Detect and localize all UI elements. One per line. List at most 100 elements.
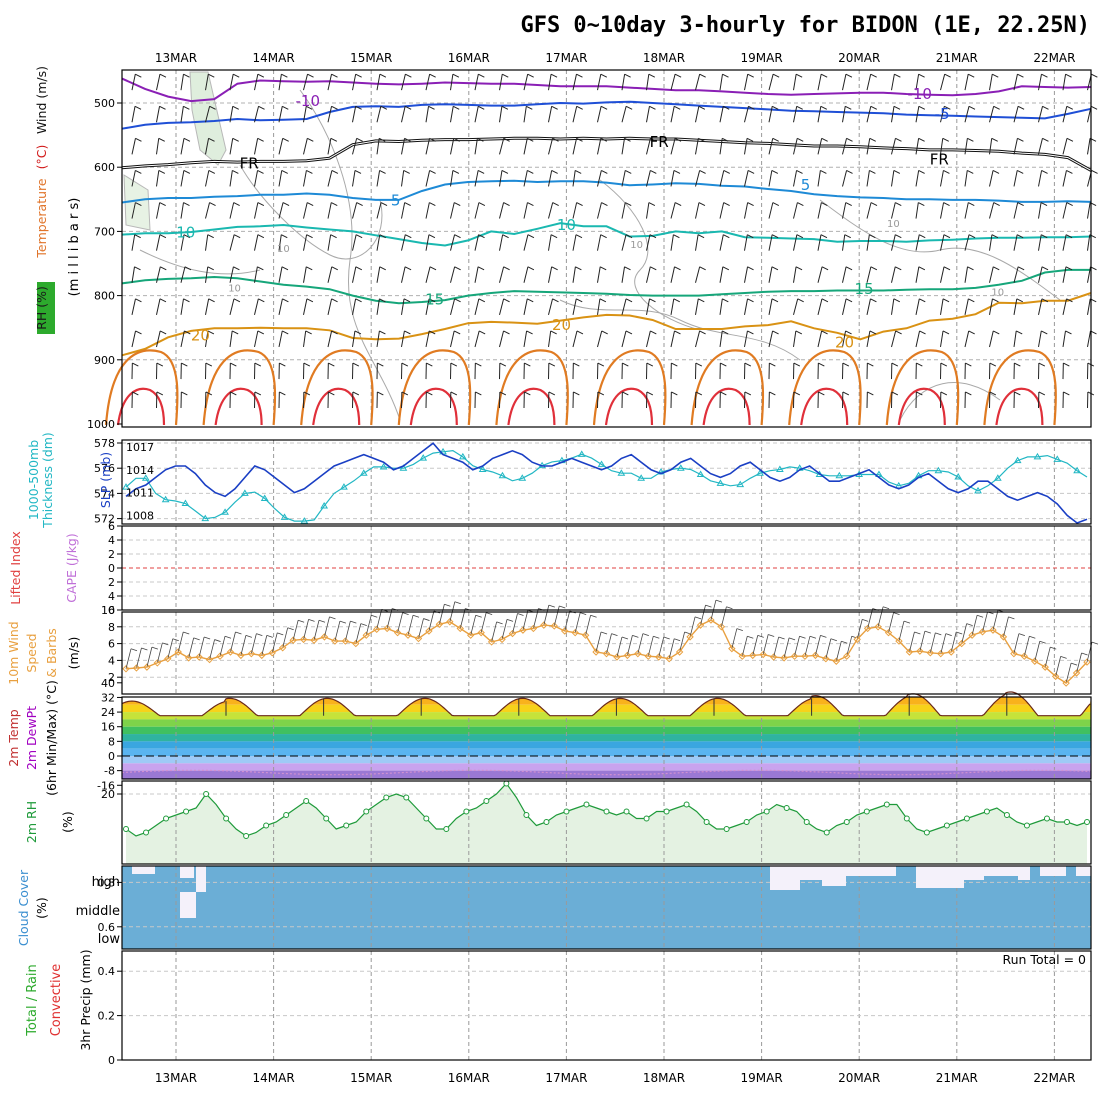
rh-point — [1023, 822, 1030, 829]
isotherm-25 — [885, 349, 960, 426]
wind-barb — [548, 234, 552, 251]
wind-barb — [376, 234, 381, 251]
cloud-gap — [196, 866, 206, 892]
panel-frame-temp2m — [121, 696, 1092, 780]
wind-barb — [842, 266, 847, 283]
wind-barb — [450, 298, 456, 315]
wind-barb-flag — [918, 73, 925, 78]
wind-tick-label: 10 — [101, 604, 115, 617]
wind-barb — [499, 266, 505, 283]
wind-barb — [303, 619, 309, 640]
wind-barb — [474, 298, 480, 315]
wind-barb — [499, 330, 505, 348]
wind-barb-flag — [1016, 234, 1024, 239]
wind-barb — [327, 234, 332, 251]
wind-barb-flag — [454, 298, 461, 303]
wind-barb-flag — [820, 234, 828, 239]
wind-barb — [572, 298, 577, 315]
wind-barb-flag — [181, 362, 188, 367]
wind-barb — [961, 623, 968, 644]
wind-barb — [523, 266, 529, 283]
wind-barb — [695, 266, 701, 283]
wind-barb — [866, 234, 870, 251]
wind-barb-flag — [160, 266, 167, 271]
wind-barb — [744, 74, 749, 91]
wind-barb-flag — [943, 202, 950, 207]
wind-barb-flag — [183, 234, 191, 239]
wind-barb — [198, 636, 205, 658]
wind-barb-flag — [916, 391, 923, 396]
wind-barb — [146, 647, 153, 668]
wind-barb — [229, 138, 234, 155]
wind-barb-flag — [671, 362, 678, 367]
wind-barb — [250, 633, 257, 654]
wind-barb — [548, 74, 552, 91]
wind-barb-flag — [769, 362, 776, 367]
wind-barb — [401, 266, 406, 283]
wind-barb-flag — [181, 391, 188, 396]
wind-barb — [376, 202, 382, 219]
wind-barb — [229, 330, 233, 348]
wind-barb — [292, 620, 299, 641]
wind-barb-flag — [184, 266, 192, 271]
wind-barb-flag — [747, 330, 754, 335]
wind-barb-flag — [845, 266, 853, 271]
wind-barb — [744, 234, 748, 251]
wind-barb-flag — [993, 266, 1000, 271]
wind-barb-flag — [1041, 73, 1048, 78]
ylabel-slp: SLP (mb) — [98, 452, 113, 508]
thickness-marker — [280, 513, 289, 520]
wind-barb — [303, 106, 307, 123]
wind-barb — [1038, 298, 1043, 315]
panel-frame-rh2m — [121, 780, 1092, 865]
wind-barb-flag — [757, 634, 764, 638]
wind-barb-flag — [809, 635, 817, 639]
pressure-tick-label: 1000 — [87, 418, 115, 431]
wind-barb — [992, 610, 999, 631]
wind-barb — [646, 202, 650, 219]
wind-barb-flag — [821, 137, 828, 142]
wind-barb — [866, 138, 871, 155]
cloud-gap — [1018, 866, 1030, 880]
wind-barb-flag — [1060, 655, 1067, 659]
wind-barb — [842, 330, 847, 348]
cloud-gap — [770, 866, 800, 890]
temp-tick-label: -16 — [97, 779, 115, 792]
pressure-tick-label: 700 — [94, 225, 115, 238]
wind-barb-flag — [893, 298, 901, 303]
wind-barb — [597, 234, 602, 251]
contour-label: -10 — [907, 85, 932, 103]
wind-barb — [365, 615, 372, 636]
wind-barb — [964, 330, 970, 348]
wind-barb-flag — [956, 631, 963, 635]
wind-barb-flag — [156, 391, 164, 396]
wind-barb-flag — [1039, 640, 1046, 644]
wind-barb-flag — [993, 202, 1000, 207]
wind-barb-flag — [723, 202, 730, 207]
wind-barb-flag — [845, 73, 853, 78]
wind-barb — [817, 266, 823, 283]
date-label-bottom: 21MAR — [936, 1071, 978, 1085]
rh-point — [643, 815, 650, 822]
rh-point — [563, 808, 570, 815]
wind-barb-flag — [575, 266, 582, 271]
wind-barb-flag — [748, 105, 755, 110]
wind-barb-flag — [231, 330, 239, 335]
wind-barb-flag — [744, 362, 752, 367]
wind-barb-flag — [797, 202, 804, 207]
wind-barb — [768, 106, 773, 123]
rh-point — [1084, 819, 1090, 825]
wind-barb-flag — [648, 202, 656, 207]
thickness-tick-label: 578 — [94, 437, 115, 450]
rh-point — [143, 829, 150, 836]
wind-barb — [450, 74, 454, 91]
wind-barb — [572, 106, 578, 123]
wind-barb-flag — [503, 137, 510, 142]
wind-barb — [670, 106, 675, 123]
wind-barb — [804, 636, 811, 657]
wind-barb-flag — [423, 618, 430, 621]
ylabel-convective: Convective — [49, 964, 64, 1037]
wind-barb-flag — [795, 266, 803, 271]
wind-barb-flag — [621, 636, 629, 640]
wind-barb-flag — [797, 137, 804, 142]
